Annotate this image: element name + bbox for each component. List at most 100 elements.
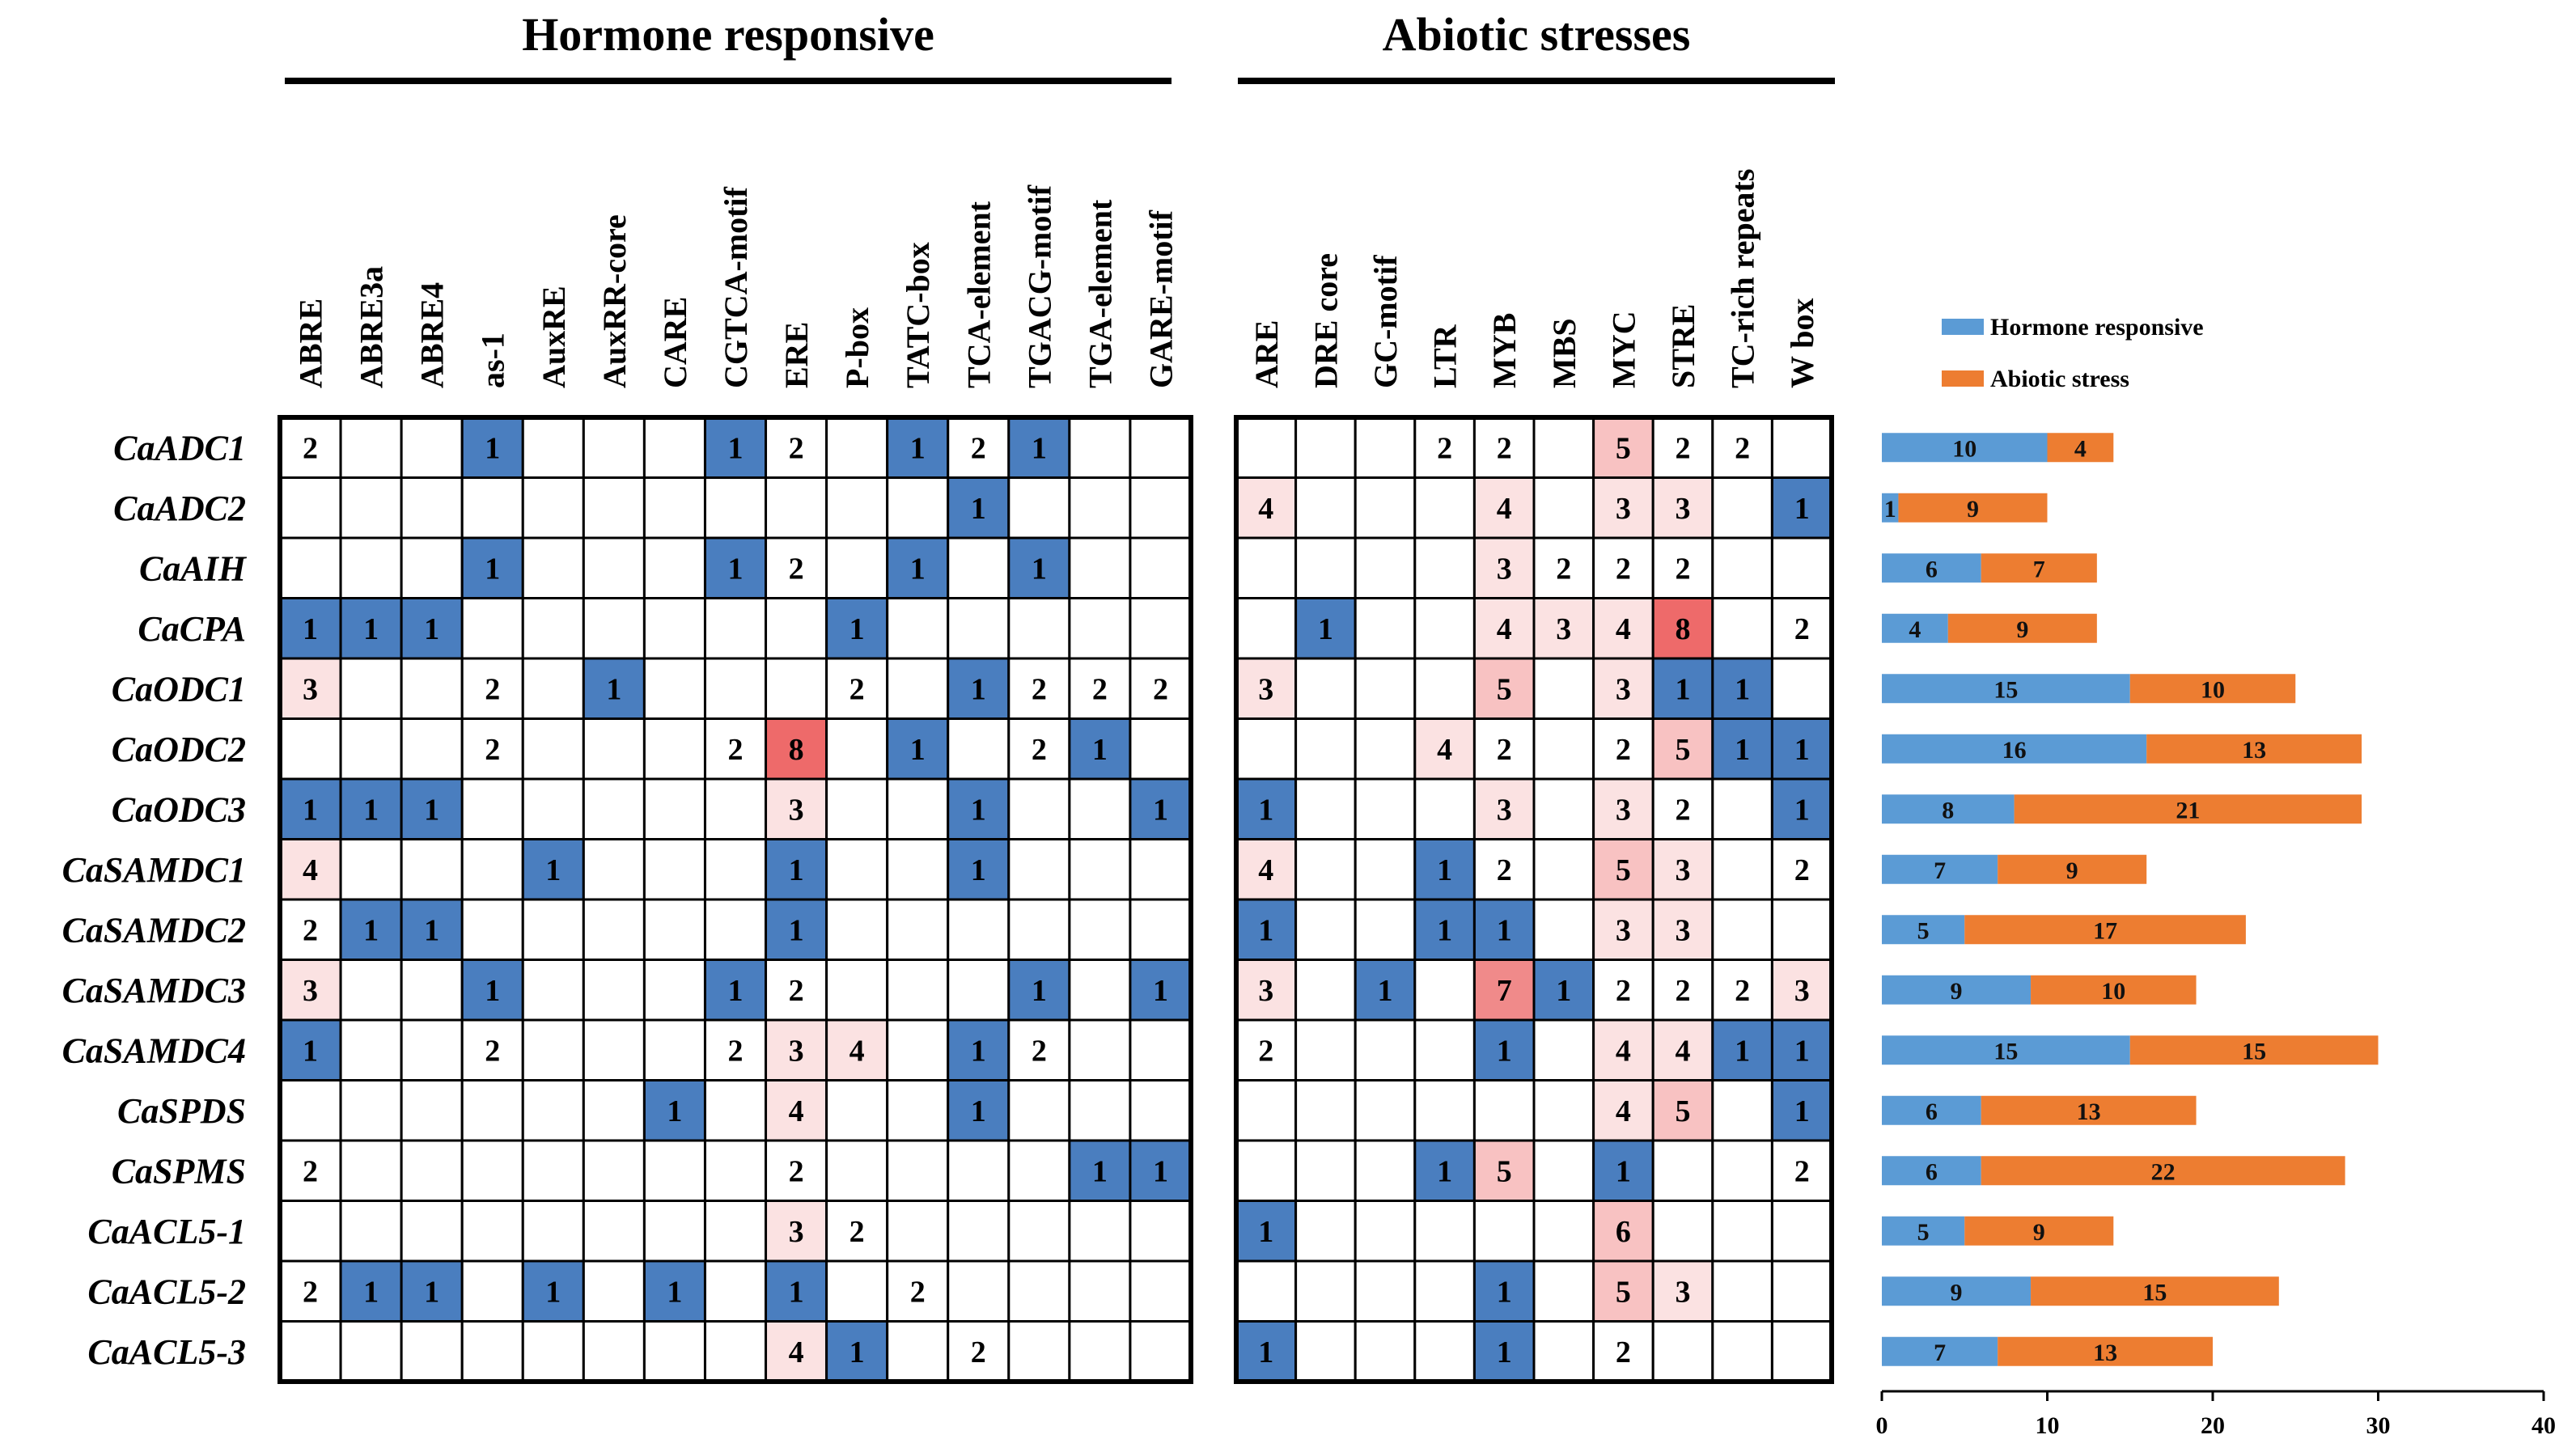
hormone-heatmap-cell-value: 2	[728, 1034, 744, 1068]
hormone-heatmap-cell	[703, 1259, 768, 1323]
abiotic-heatmap-cell-value: 1	[1497, 1275, 1512, 1309]
hormone-heatmap-cell-value: 4	[303, 853, 318, 887]
hormone-heatmap-cell	[765, 476, 828, 540]
abiotic-heatmap-cell	[1294, 1200, 1357, 1263]
abiotic-heatmap-cell	[1532, 959, 1595, 1022]
hormone-heatmap-cell	[703, 476, 768, 540]
bar-hormone	[1882, 975, 2032, 1005]
hormone-heatmap-cell	[765, 1018, 828, 1081]
hormone-heatmap-cell	[278, 1259, 342, 1323]
abiotic-heatmap-cell-value: 1	[1794, 1094, 1810, 1128]
abiotic-heatmap-cell-value: 5	[1616, 1275, 1631, 1309]
hormone-heatmap-cell	[582, 1139, 646, 1202]
abiotic-heatmap-cell	[1532, 1018, 1595, 1081]
abiotic-heatmap-cell	[1711, 717, 1773, 781]
bar-value-label: 9	[2033, 1219, 2045, 1246]
abiotic-heatmap-cell	[1651, 1320, 1714, 1383]
hormone-heatmap-cell	[460, 838, 524, 901]
abiotic-heatmap-cell	[1413, 1200, 1476, 1263]
hormone-heatmap-col-label: P-box	[839, 307, 875, 388]
hormone-heatmap-cell-value: 2	[789, 431, 804, 465]
abiotic-heatmap-cell	[1354, 1079, 1417, 1142]
hormone-heatmap-cell-value: 1	[1032, 431, 1047, 465]
abiotic-heatmap-cell	[1472, 476, 1536, 540]
abiotic-heatmap-cell	[1294, 1320, 1357, 1383]
abiotic-heatmap-cell	[1235, 717, 1298, 781]
hormone-heatmap-cell	[339, 717, 403, 781]
hormone-heatmap-cell-value: 1	[424, 793, 439, 827]
abiotic-heatmap-cell	[1413, 838, 1476, 901]
hormone-heatmap-cell	[886, 959, 950, 1022]
bar-hormone	[1882, 1035, 2130, 1065]
bar-x-tick-label: 30	[2366, 1412, 2391, 1439]
abiotic-heatmap-cell	[1532, 777, 1595, 840]
abiotic-heatmap-cell	[1770, 657, 1833, 720]
hormone-heatmap-cell-value: 1	[424, 612, 439, 646]
abiotic-heatmap-cell-value: 1	[1616, 1154, 1631, 1188]
abiotic-heatmap-cell-value: 8	[1676, 612, 1691, 646]
hormone-heatmap-cell-value: 4	[789, 1335, 804, 1369]
abiotic-heatmap-cell-value: 3	[1497, 552, 1512, 586]
abiotic-heatmap-cell	[1532, 476, 1595, 540]
abiotic-heatmap-cell	[1413, 1259, 1476, 1323]
bar-value-label: 15	[2242, 1038, 2266, 1064]
hormone-heatmap-cell	[400, 1018, 464, 1081]
hormone-heatmap-cell	[642, 597, 706, 660]
abiotic-heatmap-cell	[1651, 1200, 1714, 1263]
abiotic-heatmap-col-label: MYB	[1486, 313, 1523, 388]
hormone-heatmap-cell	[947, 1079, 1010, 1142]
hormone-heatmap-cell	[278, 597, 342, 660]
abiotic-heatmap-cell	[1711, 1139, 1773, 1202]
bar-x-tick-label: 10	[2036, 1412, 2060, 1439]
gene-label: CaODC2	[112, 730, 246, 769]
hormone-heatmap-cell	[1129, 597, 1193, 660]
hormone-heatmap-cell	[1129, 1320, 1193, 1383]
abiotic-heatmap-cell	[1354, 777, 1417, 840]
abiotic-heatmap-cell-value: 2	[1497, 431, 1512, 465]
hormone-heatmap-cell	[339, 838, 403, 901]
abiotic-heatmap-cell-value: 2	[1616, 552, 1631, 586]
hormone-heatmap-cell-value: 2	[849, 1215, 865, 1249]
hormone-heatmap-cell	[703, 1200, 768, 1263]
hormone-heatmap-col-label: ABRE4	[414, 282, 451, 388]
hormone-heatmap-cell	[582, 777, 646, 840]
abiotic-heatmap-cell-value: 2	[1616, 974, 1631, 1008]
hormone-heatmap-col-label: as-1	[475, 332, 511, 388]
abiotic-heatmap-cell	[1651, 1139, 1714, 1202]
abiotic-heatmap-cell	[1294, 1079, 1357, 1142]
hormone-heatmap-col-label: ABRE	[293, 298, 329, 388]
abiotic-heatmap-cell-value: 1	[1735, 1034, 1750, 1068]
bar-value-label: 7	[1934, 1340, 1946, 1366]
abiotic-heatmap-cell	[1532, 1259, 1595, 1323]
hormone-heatmap-cell	[582, 536, 646, 599]
hormone-heatmap-cell-value: 1	[971, 793, 986, 827]
hormone-heatmap-cell	[703, 717, 768, 781]
hormone-heatmap-cell-value: 2	[485, 733, 500, 767]
hormone-heatmap-cell-value: 3	[789, 1215, 804, 1249]
hormone-heatmap-cell	[339, 1200, 403, 1263]
hormone-heatmap-cell	[825, 597, 889, 660]
bar-hormone	[1882, 1156, 1981, 1186]
gene-label: CaADC2	[113, 489, 246, 528]
abiotic-heatmap-cell	[1770, 1139, 1833, 1202]
abiotic-heatmap-cell-value: 1	[1735, 672, 1750, 706]
hormone-heatmap-cell	[765, 1320, 828, 1383]
hormone-heatmap-cell	[642, 476, 706, 540]
hormone-heatmap-frame	[278, 415, 1193, 1384]
legend-swatch	[1942, 370, 1984, 387]
hormone-heatmap-cell-value: 1	[789, 853, 804, 887]
abiotic-heatmap-cell	[1235, 898, 1298, 961]
hormone-heatmap-cell-value: 8	[789, 733, 804, 767]
hormone-heatmap-cell	[582, 597, 646, 660]
hormone-heatmap-cell	[1129, 717, 1193, 781]
abiotic-heatmap-cell	[1354, 1259, 1417, 1323]
abiotic-heatmap-cell-value: 3	[1616, 492, 1631, 526]
hormone-heatmap-cell	[642, 657, 706, 720]
abiotic-heatmap-cell	[1651, 959, 1714, 1022]
hormone-heatmap-cell	[1007, 476, 1071, 540]
abiotic-heatmap-cell	[1294, 657, 1357, 720]
hormone-heatmap-cell	[521, 959, 585, 1022]
bar-hormone	[1882, 915, 1965, 945]
abiotic-heatmap-cell-value: 3	[1616, 793, 1631, 827]
